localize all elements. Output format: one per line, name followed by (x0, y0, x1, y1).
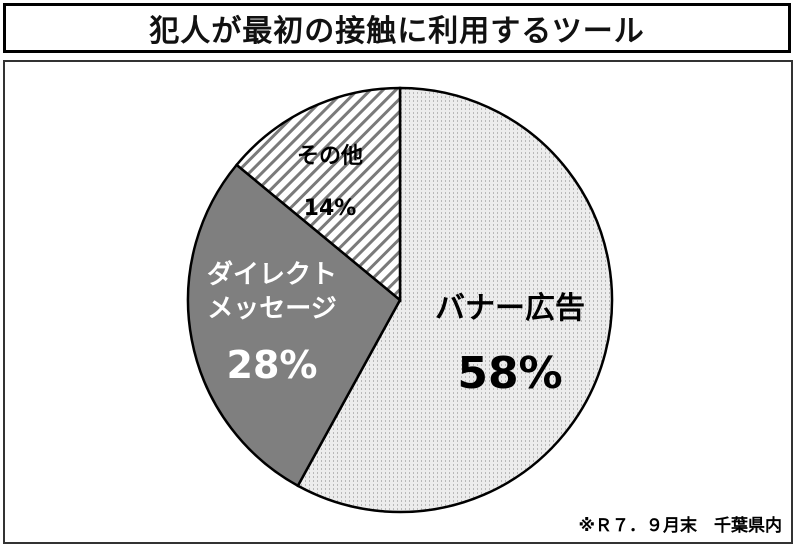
slice-label: バナー広告 (435, 291, 585, 326)
pie-slice-3 (234, 86, 402, 303)
slice-label: ダイレクト (207, 259, 337, 290)
chart-note: ※Ｒ７．９月末 千葉県内 (578, 516, 782, 536)
slice-value-label: 58% (457, 348, 562, 399)
pie-slice-1 (296, 86, 614, 514)
slice-label: その他 (297, 144, 363, 169)
slice-label: メッセージ (207, 294, 336, 324)
chart-title: 犯人が最初の接触に利用するツール (3, 3, 791, 53)
pie-slice-2 (186, 163, 402, 488)
chart-frame (3, 60, 793, 544)
slice-value-label: 28% (227, 343, 318, 387)
slice-value-label: 14% (304, 196, 357, 221)
